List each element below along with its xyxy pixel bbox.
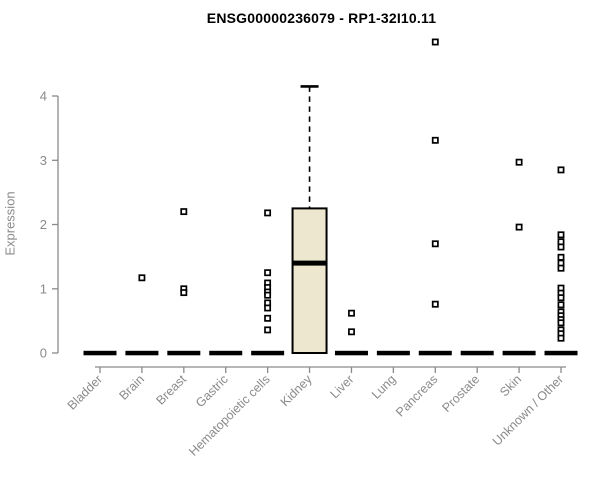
- outlier-point-liver: [348, 309, 355, 317]
- median-line-pancreas: [418, 350, 452, 356]
- outlier-point-hematopoietic-cells: [264, 326, 272, 334]
- outlier-point-pancreas: [431, 38, 439, 46]
- median-line-liver: [334, 350, 368, 356]
- chart-title: ENSG00000236079 - RP1-32I10.11: [206, 10, 437, 26]
- outlier-point-unknown-other: [557, 231, 565, 239]
- outlier-point-unknown-other: [557, 264, 565, 272]
- y-tick-label: 3: [40, 153, 47, 168]
- x-category-label-hematopoietic-cells: Hematopoietic cells: [186, 372, 273, 459]
- outlier-point-pancreas: [431, 240, 439, 248]
- x-category-label-kidney: Kidney: [278, 372, 315, 409]
- x-category-label-prostate: Prostate: [439, 372, 482, 415]
- median-line-lung: [376, 350, 410, 356]
- outlier-point-breast: [180, 208, 188, 216]
- outlier-point-brain: [138, 274, 146, 282]
- median-line-prostate: [460, 350, 494, 356]
- outlier-point-unknown-other: [557, 166, 565, 174]
- x-category-label-unknown-other: Unknown / Other: [490, 372, 566, 448]
- outlier-point-hematopoietic-cells: [264, 314, 272, 322]
- y-tick-label: 1: [40, 281, 47, 296]
- median-line-skin: [502, 350, 536, 356]
- median-line-hematopoietic-cells: [251, 350, 285, 356]
- x-category-label-bladder: Bladder: [65, 372, 105, 412]
- outlier-point-pancreas: [431, 300, 439, 308]
- x-category-label-breast: Breast: [153, 372, 189, 408]
- outlier-point-hematopoietic-cells: [264, 291, 272, 299]
- outlier-point-skin: [515, 223, 523, 231]
- y-tick-label: 0: [40, 346, 47, 361]
- x-category-label-gastric: Gastric: [193, 372, 231, 410]
- x-category-label-brain: Brain: [116, 372, 147, 403]
- outlier-point-liver: [348, 328, 355, 336]
- x-category-label-liver: Liver: [328, 372, 357, 401]
- outlier-point-pancreas: [431, 136, 439, 144]
- median-line-kidney: [292, 260, 327, 266]
- outlier-point-hematopoietic-cells: [264, 304, 272, 312]
- median-line-unknown-other: [544, 350, 578, 356]
- outlier-point-unknown-other: [557, 243, 565, 251]
- outlier-point-breast: [180, 289, 188, 297]
- outlier-point-hematopoietic-cells: [264, 209, 272, 217]
- outlier-point-unknown-other: [557, 319, 565, 327]
- outlier-point-hematopoietic-cells: [264, 269, 272, 277]
- outlier-point-unknown-other: [557, 294, 565, 302]
- box-kidney: [291, 207, 328, 354]
- outlier-point-unknown-other: [557, 301, 565, 309]
- outlier-point-unknown-other: [557, 334, 565, 342]
- y-tick-label: 4: [40, 89, 47, 104]
- x-category-label-pancreas: Pancreas: [393, 372, 440, 419]
- outlier-point-skin: [515, 158, 523, 166]
- median-line-breast: [167, 350, 201, 356]
- median-line-brain: [125, 350, 159, 356]
- outlier-point-unknown-other: [557, 253, 565, 261]
- x-category-label-skin: Skin: [497, 372, 524, 399]
- y-tick-label: 2: [40, 217, 47, 232]
- median-line-gastric: [209, 350, 243, 356]
- x-category-label-lung: Lung: [369, 372, 399, 402]
- median-line-bladder: [83, 350, 117, 356]
